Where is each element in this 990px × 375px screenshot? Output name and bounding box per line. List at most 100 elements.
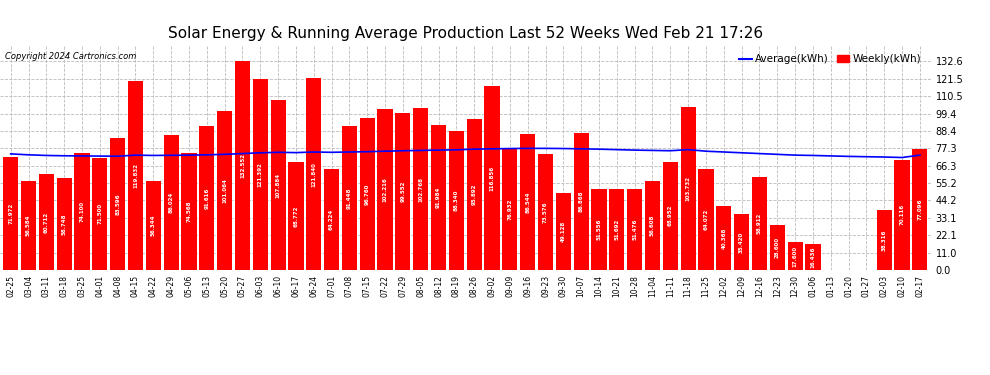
- Bar: [538, 154, 553, 270]
- Text: 91.984: 91.984: [436, 187, 442, 209]
- Bar: [644, 181, 660, 270]
- Text: 38.316: 38.316: [882, 229, 887, 251]
- Bar: [805, 244, 821, 270]
- Text: 16.436: 16.436: [811, 246, 816, 268]
- Bar: [662, 162, 678, 270]
- Bar: [413, 108, 429, 270]
- Bar: [431, 125, 446, 270]
- Bar: [895, 160, 910, 270]
- Bar: [324, 169, 340, 270]
- Bar: [128, 81, 144, 270]
- Title: Solar Energy & Running Average Production Last 52 Weeks Wed Feb 21 17:26: Solar Energy & Running Average Productio…: [167, 26, 763, 41]
- Bar: [199, 126, 215, 270]
- Bar: [769, 225, 785, 270]
- Text: 76.932: 76.932: [507, 199, 513, 220]
- Text: 28.600: 28.600: [775, 237, 780, 258]
- Bar: [573, 134, 589, 270]
- Text: 58.748: 58.748: [61, 213, 66, 234]
- Bar: [609, 189, 625, 270]
- Text: 73.576: 73.576: [544, 201, 548, 223]
- Text: 107.884: 107.884: [275, 172, 280, 198]
- Bar: [252, 79, 268, 270]
- Bar: [716, 207, 732, 270]
- Text: 86.544: 86.544: [526, 191, 531, 213]
- Bar: [448, 131, 464, 270]
- Text: 51.476: 51.476: [633, 219, 638, 240]
- Text: 58.912: 58.912: [757, 213, 762, 234]
- Bar: [502, 149, 518, 270]
- Text: 83.596: 83.596: [115, 194, 120, 215]
- Text: 132.552: 132.552: [240, 153, 245, 178]
- Text: 51.692: 51.692: [615, 219, 620, 240]
- Bar: [288, 162, 304, 270]
- Bar: [163, 135, 179, 270]
- Bar: [342, 126, 357, 270]
- Bar: [110, 138, 126, 270]
- Text: 91.616: 91.616: [204, 187, 209, 209]
- Bar: [74, 153, 89, 270]
- Text: 121.392: 121.392: [257, 162, 262, 187]
- Bar: [555, 193, 571, 270]
- Text: 95.892: 95.892: [471, 184, 477, 205]
- Text: 68.772: 68.772: [293, 205, 298, 226]
- Text: 86.024: 86.024: [168, 192, 173, 213]
- Bar: [235, 62, 250, 270]
- Text: 56.584: 56.584: [26, 215, 31, 236]
- Bar: [39, 174, 53, 270]
- Text: Copyright 2024 Cartronics.com: Copyright 2024 Cartronics.com: [5, 52, 136, 61]
- Bar: [520, 134, 536, 270]
- Bar: [751, 177, 767, 270]
- Bar: [270, 100, 286, 270]
- Bar: [680, 107, 696, 270]
- Bar: [913, 149, 928, 270]
- Bar: [466, 119, 482, 270]
- Text: 91.448: 91.448: [346, 188, 351, 209]
- Text: 102.216: 102.216: [382, 177, 387, 202]
- Text: 17.600: 17.600: [793, 246, 798, 267]
- Bar: [787, 242, 803, 270]
- Text: 121.840: 121.840: [311, 162, 316, 187]
- Text: 40.368: 40.368: [722, 228, 727, 249]
- Bar: [377, 109, 393, 270]
- Text: 56.344: 56.344: [150, 215, 155, 236]
- Bar: [627, 189, 643, 270]
- Bar: [21, 181, 36, 270]
- Bar: [306, 78, 322, 270]
- Text: 71.972: 71.972: [8, 203, 13, 224]
- Bar: [146, 182, 161, 270]
- Text: 35.420: 35.420: [740, 231, 744, 253]
- Text: 70.116: 70.116: [900, 204, 905, 225]
- Text: 99.552: 99.552: [400, 181, 405, 203]
- Bar: [734, 214, 749, 270]
- Text: 64.224: 64.224: [329, 209, 334, 230]
- Bar: [698, 169, 714, 270]
- Bar: [56, 178, 71, 270]
- Text: 88.340: 88.340: [453, 190, 459, 211]
- Text: 51.556: 51.556: [597, 219, 602, 240]
- Text: 56.608: 56.608: [650, 215, 655, 236]
- Bar: [92, 158, 107, 270]
- Bar: [3, 157, 18, 270]
- Text: 96.760: 96.760: [364, 183, 369, 205]
- Text: 64.072: 64.072: [704, 209, 709, 230]
- Text: 77.096: 77.096: [918, 199, 923, 220]
- Text: 68.952: 68.952: [668, 205, 673, 226]
- Text: 74.568: 74.568: [186, 201, 191, 222]
- Bar: [877, 210, 892, 270]
- Text: 86.868: 86.868: [579, 191, 584, 212]
- Bar: [484, 86, 500, 270]
- Text: 60.712: 60.712: [44, 211, 49, 233]
- Text: 101.064: 101.064: [222, 178, 227, 203]
- Text: 119.832: 119.832: [133, 163, 138, 188]
- Bar: [359, 118, 375, 270]
- Bar: [181, 153, 197, 270]
- Text: 49.128: 49.128: [561, 221, 566, 242]
- Legend: Average(kWh), Weekly(kWh): Average(kWh), Weekly(kWh): [736, 50, 926, 69]
- Text: 102.768: 102.768: [418, 177, 424, 202]
- Text: 116.856: 116.856: [489, 165, 495, 190]
- Text: 74.100: 74.100: [79, 201, 84, 222]
- Bar: [591, 189, 607, 270]
- Text: 71.500: 71.500: [97, 203, 102, 224]
- Text: 103.732: 103.732: [686, 176, 691, 201]
- Bar: [217, 111, 233, 270]
